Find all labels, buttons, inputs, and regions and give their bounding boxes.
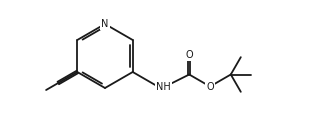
Text: O: O: [185, 49, 193, 59]
Text: O: O: [206, 82, 214, 91]
Text: N: N: [101, 19, 109, 29]
Text: NH: NH: [156, 82, 171, 91]
